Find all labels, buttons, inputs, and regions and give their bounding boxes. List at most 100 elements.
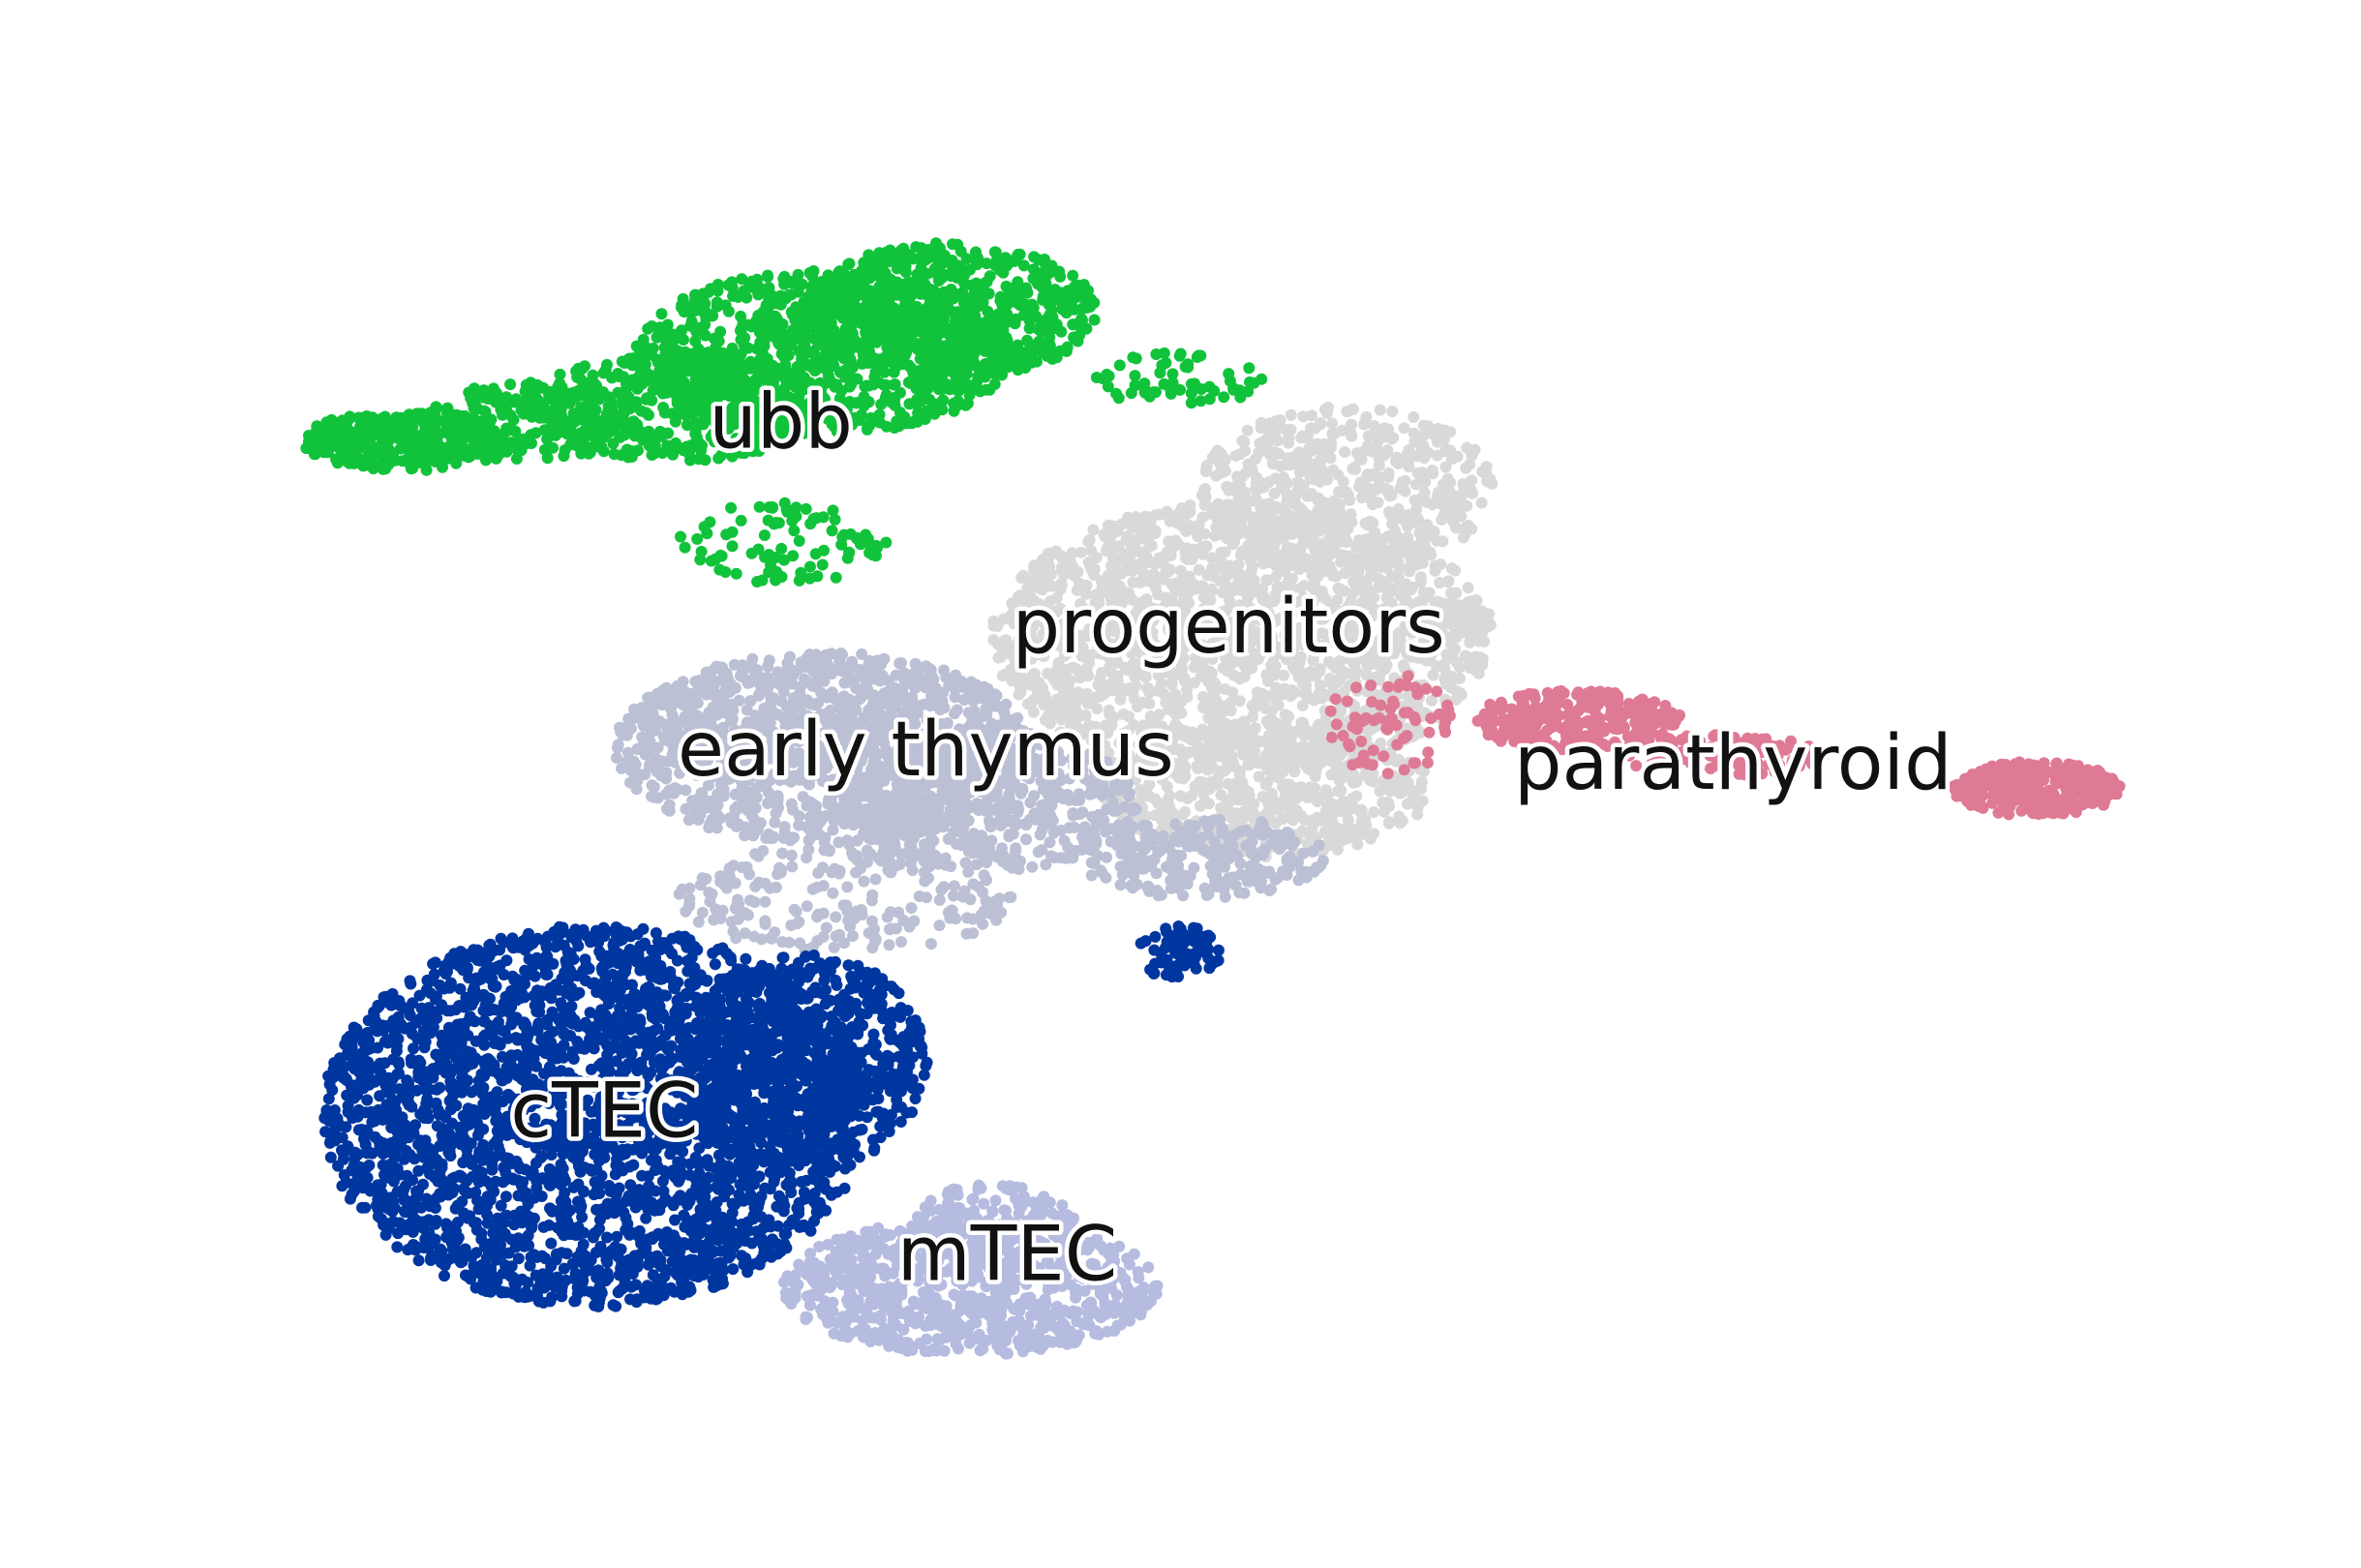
- scatter-point: [1301, 432, 1314, 444]
- scatter-point: [999, 336, 1011, 348]
- scatter-point: [1411, 700, 1424, 712]
- scatter-point: [1147, 568, 1160, 581]
- scatter-point: [679, 541, 691, 554]
- scatter-point: [1279, 709, 1291, 721]
- scatter-point: [1172, 514, 1185, 526]
- scatter-point: [870, 539, 882, 552]
- scatter-point: [696, 439, 708, 452]
- scatter-point: [661, 318, 674, 331]
- scatter-point: [1196, 489, 1208, 501]
- scatter-point: [579, 407, 591, 419]
- scatter-point: [917, 370, 929, 382]
- scatter-point: [923, 393, 936, 406]
- scatter-point: [700, 350, 711, 363]
- scatter-point: [558, 420, 570, 433]
- scatter-point: [719, 566, 732, 578]
- scatter-point: [692, 343, 705, 355]
- scatter-point: [1372, 497, 1384, 509]
- scatter-point: [691, 532, 704, 545]
- scatter-point: [889, 378, 901, 390]
- scatter-point: [1315, 453, 1327, 466]
- scatter-point: [1026, 307, 1039, 319]
- scatter-point: [934, 242, 946, 255]
- scatter-point: [1075, 303, 1087, 316]
- scatter-point: [1199, 466, 1212, 478]
- scatter-point: [1012, 276, 1024, 288]
- scatter-point: [1388, 548, 1401, 560]
- scatter-point: [1224, 699, 1236, 711]
- scatter-point: [737, 359, 749, 372]
- scatter-point: [786, 515, 799, 528]
- scatter-point: [980, 288, 991, 301]
- scatter-point: [597, 367, 610, 379]
- scatter-point: [1067, 318, 1079, 331]
- scatter-point: [1028, 251, 1041, 263]
- scatter-point: [625, 445, 638, 458]
- scatter-point: [1301, 523, 1314, 535]
- scatter-point: [1315, 417, 1327, 429]
- scatter-point: [426, 413, 439, 426]
- scatter-point: [880, 378, 893, 391]
- scatter-point: [1302, 691, 1315, 704]
- scatter-point: [1044, 568, 1057, 581]
- scatter-point: [1324, 441, 1337, 454]
- scatter-point: [1411, 450, 1424, 463]
- scatter-point: [1239, 498, 1252, 510]
- scatter-point: [1451, 450, 1464, 463]
- scatter-point: [698, 521, 711, 533]
- scatter-point: [752, 543, 765, 556]
- scatter-point: [816, 362, 829, 374]
- scatter-point: [1266, 458, 1279, 469]
- scatter-point: [401, 429, 413, 441]
- scatter-point: [510, 453, 523, 465]
- scatter-point: [1116, 685, 1129, 698]
- scatter-point: [1145, 539, 1158, 552]
- scatter-point: [735, 514, 747, 527]
- scatter-point: [521, 396, 533, 408]
- scatter-point: [1050, 693, 1063, 706]
- scatter-point: [1293, 466, 1306, 478]
- scatter-point: [720, 354, 733, 367]
- scatter-point: [758, 340, 771, 352]
- scatter-point: [1311, 468, 1323, 481]
- scatter-point: [925, 294, 938, 307]
- scatter-point: [683, 400, 696, 412]
- scatter-point: [468, 402, 480, 414]
- scatter-point: [1369, 470, 1381, 483]
- scatter-point: [1246, 464, 1258, 476]
- scatter-point: [833, 265, 846, 278]
- scatter-point: [613, 371, 625, 382]
- scatter-point: [833, 392, 846, 405]
- scatter-point: [1229, 498, 1242, 510]
- scatter-point: [366, 411, 378, 424]
- scatter-point: [1285, 408, 1297, 421]
- scatter-point: [1113, 359, 1126, 372]
- scatter-point: [1013, 671, 1025, 683]
- scatter-point: [371, 448, 383, 461]
- scatter-point: [726, 540, 739, 553]
- scatter-point: [762, 271, 774, 283]
- scatter-point: [672, 394, 684, 407]
- scatter-point: [559, 389, 571, 401]
- scatter-point: [466, 417, 478, 430]
- scatter-point: [871, 297, 884, 309]
- scatter-point: [1451, 656, 1464, 669]
- scatter-point: [684, 319, 697, 332]
- scatter-point: [1241, 424, 1254, 437]
- scatter-point: [676, 324, 688, 337]
- scatter-point: [646, 348, 658, 361]
- scatter-point: [911, 343, 923, 355]
- scatter-point: [822, 269, 834, 282]
- scatter-point: [1040, 278, 1052, 290]
- scatter-point: [963, 389, 976, 402]
- scatter-point: [1367, 517, 1379, 529]
- scatter-point: [1288, 493, 1301, 504]
- scatter-point: [670, 437, 681, 449]
- scatter-point: [668, 334, 681, 346]
- scatter-point: [678, 334, 689, 346]
- scatter-point: [1174, 347, 1187, 360]
- scatter-point: [923, 244, 935, 256]
- scatter-point: [1128, 692, 1140, 705]
- scatter-point: [1014, 686, 1027, 699]
- scatter-point: [1278, 685, 1290, 697]
